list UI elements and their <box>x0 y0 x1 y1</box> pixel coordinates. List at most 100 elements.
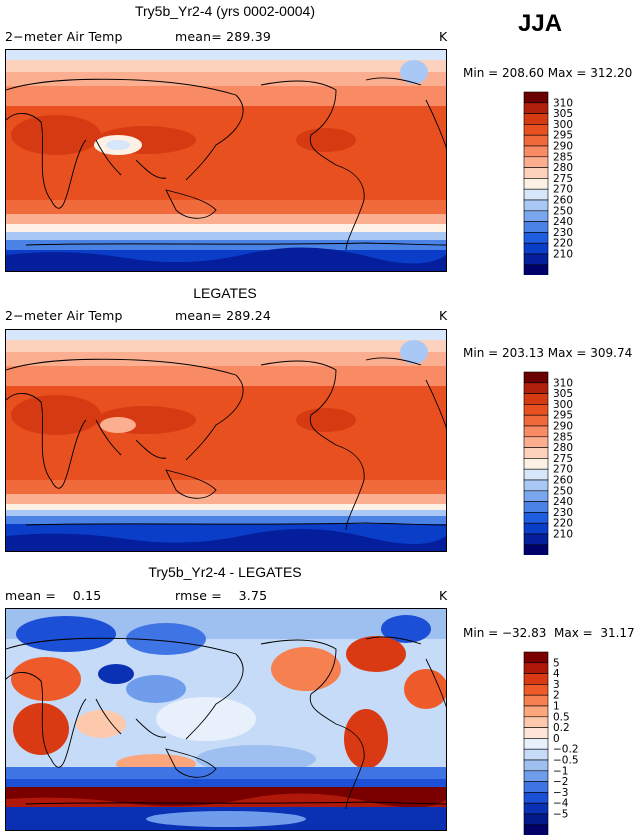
colorbar-swatch <box>523 458 549 470</box>
colorbar-label: 275 <box>553 173 573 185</box>
colorbar-label: 0 <box>553 733 560 745</box>
colorbar-swatch <box>523 145 549 158</box>
panel2-mean-label: mean= 289.24 <box>175 308 272 323</box>
colorbar-label: 4 <box>553 668 560 680</box>
panel1-mean-label: mean= 289.39 <box>175 29 272 44</box>
colorbar-label: 270 <box>553 464 573 476</box>
panel2-colorbar-labels: 3103053002952902852802752702602502402302… <box>553 377 573 540</box>
colorbar-label: 220 <box>553 238 573 250</box>
colorbar-label: 270 <box>553 184 573 196</box>
colorbar-label: −0.5 <box>553 755 579 767</box>
colorbar-swatch <box>523 156 549 168</box>
colorbar-swatch <box>523 199 549 212</box>
colorbar-swatch <box>523 813 549 826</box>
panel2-colorbar: 3103053002952902852802752702602502402302… <box>523 371 573 555</box>
panel1-colorbar-labels: 3103053002952902852802752702602502402302… <box>553 97 573 260</box>
colorbar-swatch <box>523 651 549 664</box>
colorbar-swatch <box>523 824 549 835</box>
panel1-colorbar: 3103053002952902852802752702602502402302… <box>523 91 573 275</box>
colorbar-swatch <box>523 113 549 125</box>
colorbar-label: 220 <box>553 518 573 530</box>
panel3-rmse-label: rmse = 3.75 <box>175 588 268 603</box>
colorbar-label: 240 <box>553 216 573 228</box>
panel3-mean-label: mean = 0.15 <box>5 588 102 603</box>
colorbar-label: 280 <box>553 162 573 174</box>
colorbar-swatch <box>523 91 549 104</box>
colorbar-swatch <box>523 253 549 266</box>
colorbar-swatch <box>523 242 549 255</box>
colorbar-label: −5 <box>553 809 568 821</box>
colorbar-label: −1 <box>553 765 568 777</box>
panel2-colorbar-swatches <box>523 371 549 555</box>
colorbar-label: 0.2 <box>553 722 570 734</box>
colorbar-swatch <box>523 232 549 244</box>
colorbar-label: 310 <box>553 377 573 389</box>
colorbar-swatch <box>523 501 549 513</box>
colorbar-swatch <box>523 705 549 718</box>
colorbar-swatch <box>523 738 549 750</box>
colorbar-label: 240 <box>553 496 573 508</box>
colorbar-swatch <box>523 404 549 416</box>
panel1-colorbar-swatches <box>523 91 549 275</box>
colorbar-label: 290 <box>553 421 573 433</box>
colorbar-label: 230 <box>553 227 573 239</box>
colorbar-swatch <box>523 447 549 459</box>
colorbar-label: 250 <box>553 205 573 217</box>
colorbar-label: 285 <box>553 151 573 163</box>
colorbar-swatch <box>523 264 549 275</box>
colorbar-swatch <box>523 684 549 696</box>
colorbar-label: 280 <box>553 442 573 454</box>
colorbar-swatch <box>523 371 549 384</box>
panel1-left-label: 2−meter Air Temp <box>5 29 123 44</box>
colorbar-label: −2 <box>553 776 568 788</box>
colorbar-swatch <box>523 759 549 772</box>
panel1-map <box>6 50 447 272</box>
colorbar-swatch <box>523 436 549 448</box>
colorbar-swatch <box>523 425 549 438</box>
colorbar-swatch <box>523 490 549 502</box>
colorbar-label: 300 <box>553 399 573 411</box>
colorbar-swatch <box>523 124 549 136</box>
panel1-units: K <box>439 29 448 44</box>
colorbar-swatch <box>523 178 549 190</box>
colorbar-label: 295 <box>553 130 573 142</box>
colorbar-swatch <box>523 167 549 179</box>
colorbar-label: 2 <box>553 690 560 702</box>
colorbar-label: 210 <box>553 529 573 541</box>
colorbar-label: 285 <box>553 431 573 443</box>
panel2-map <box>6 330 447 552</box>
colorbar-swatch <box>523 393 549 405</box>
colorbar-swatch <box>523 210 549 222</box>
colorbar-label: 1 <box>553 701 560 713</box>
colorbar-label: 310 <box>553 97 573 109</box>
panel2-units: K <box>439 308 448 323</box>
colorbar-label: 305 <box>553 388 573 400</box>
colorbar-label: 260 <box>553 475 573 487</box>
panel3-units: K <box>439 588 448 603</box>
colorbar-swatch <box>523 102 549 114</box>
colorbar-label: 230 <box>553 507 573 519</box>
colorbar-label: 290 <box>553 141 573 153</box>
colorbar-swatch <box>523 716 549 728</box>
colorbar-swatch <box>523 479 549 492</box>
colorbar-swatch <box>523 748 549 761</box>
colorbar-swatch <box>523 414 549 427</box>
panel3-colorbar-swatches <box>523 651 549 835</box>
colorbar-label: −0.2 <box>553 744 579 756</box>
colorbar-swatch <box>523 673 549 685</box>
colorbar-swatch <box>523 382 549 394</box>
colorbar-swatch <box>523 792 549 804</box>
colorbar-label: 3 <box>553 679 560 691</box>
season-label: JJA <box>518 10 563 37</box>
colorbar-label: 305 <box>553 108 573 120</box>
colorbar-swatch <box>523 512 549 524</box>
colorbar-swatch <box>523 533 549 546</box>
colorbar-swatch <box>523 694 549 707</box>
colorbar-label: 0.5 <box>553 711 570 723</box>
colorbar-swatch <box>523 662 549 674</box>
panel3-map <box>6 609 447 831</box>
panel1-min-max: Min = 208.60 Max = 312.20 <box>463 66 633 80</box>
colorbar-swatch <box>523 188 549 201</box>
